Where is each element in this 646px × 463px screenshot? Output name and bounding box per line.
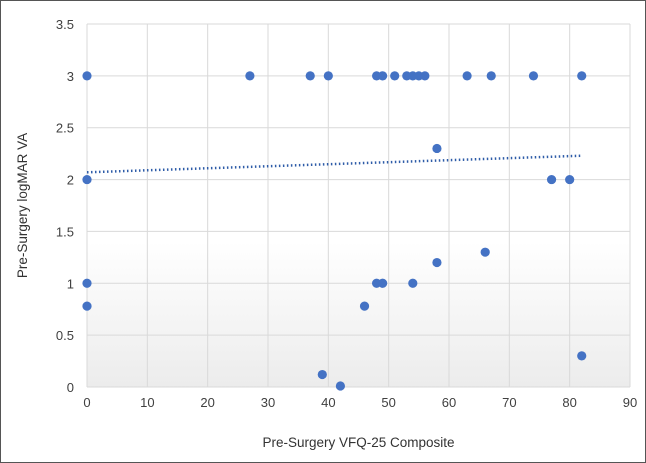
y-tick-label: 3.5 (56, 17, 74, 32)
data-point (528, 71, 539, 81)
x-tick-label: 80 (562, 395, 576, 410)
data-point (378, 278, 388, 288)
x-tick-label: 10 (140, 395, 154, 410)
data-point (408, 278, 418, 288)
data-point (317, 369, 327, 380)
data-point (577, 71, 587, 81)
y-tick-label: 2.5 (56, 121, 74, 136)
data-point (565, 174, 575, 185)
data-point (546, 174, 557, 185)
y-tick-label: 0 (67, 380, 74, 395)
data-point (323, 71, 333, 81)
gridlines (86, 23, 631, 388)
data-point (359, 301, 370, 311)
x-tick-label: 20 (200, 395, 214, 410)
x-axis-ticks: 0 10 20 30 40 50 60 70 80 90 (83, 395, 637, 410)
trendline (86, 154, 582, 174)
x-tick-label: 70 (502, 395, 516, 410)
data-point (82, 278, 92, 288)
x-tick-label: 90 (623, 395, 637, 410)
data-point (577, 351, 587, 361)
data-point (82, 71, 92, 81)
x-tick-label: 50 (381, 395, 395, 410)
y-tick-label: 3 (67, 69, 74, 84)
data-point (335, 381, 345, 391)
data-point (245, 71, 255, 81)
data-point (432, 143, 442, 154)
data-point (378, 71, 388, 81)
y-tick-label: 2 (67, 173, 74, 188)
data-point (82, 301, 92, 311)
plot-area (87, 24, 630, 387)
data-point (390, 71, 400, 81)
data-points (82, 71, 587, 391)
y-tick-label: 1.5 (56, 224, 74, 239)
y-tick-label: 0.5 (56, 328, 74, 343)
x-tick-label: 40 (321, 395, 335, 410)
y-tick-label: 1 (67, 276, 74, 291)
data-point (305, 71, 315, 81)
x-tick-label: 60 (442, 395, 456, 410)
x-tick-label: 0 (83, 395, 90, 410)
data-point (462, 71, 472, 81)
y-axis-ticks: 0 0.5 1 1.5 2 2.5 3 3.5 (56, 17, 74, 395)
x-tick-label: 30 (261, 395, 275, 410)
data-point (82, 174, 92, 185)
data-point (480, 247, 490, 257)
data-point (486, 71, 496, 81)
x-axis-title: Pre-Surgery VFQ-25 Composite (262, 435, 454, 450)
data-point (420, 71, 430, 81)
y-axis-title: Pre-Surgery logMAR VA (15, 133, 30, 278)
data-point (432, 257, 442, 268)
